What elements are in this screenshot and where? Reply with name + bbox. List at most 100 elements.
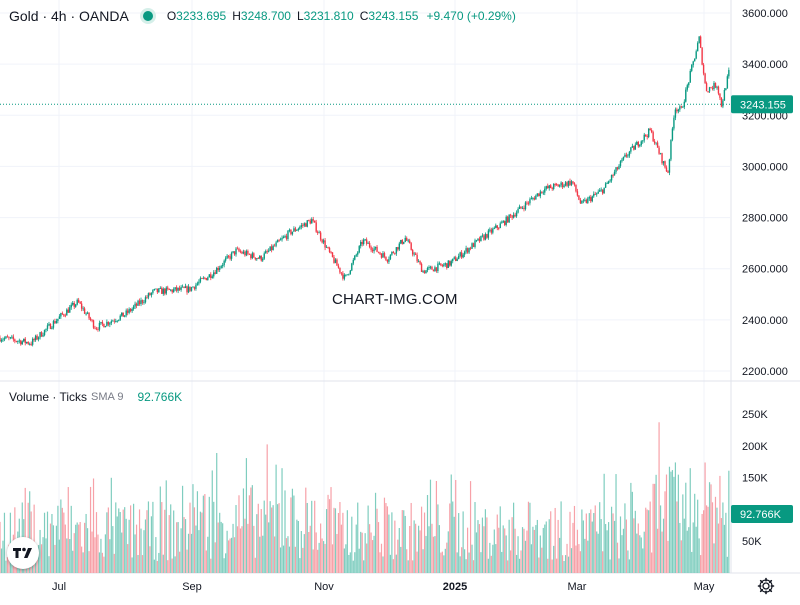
candle-body [125, 310, 127, 316]
volume-tick-label: 150K [742, 473, 768, 485]
volume-bar [484, 509, 486, 573]
volume-bar [432, 536, 435, 573]
volume-bar [358, 548, 360, 573]
volume-sma-badge [731, 505, 793, 524]
candle-body [73, 302, 75, 307]
volume-bar [135, 524, 138, 573]
volume-bar [236, 526, 239, 573]
candle-body [132, 306, 135, 309]
volume-bar [369, 524, 371, 573]
candle-body [652, 132, 654, 142]
volume-bar [517, 536, 519, 573]
volume-bar [288, 546, 291, 573]
candle-body [429, 266, 432, 268]
candle-body [273, 245, 276, 247]
symbol-title[interactable]: Gold · 4h · OANDA [9, 8, 129, 24]
candle-body [9, 337, 12, 339]
candle-body [178, 287, 181, 290]
volume-bar [67, 487, 69, 573]
candle-body [616, 167, 619, 170]
candle-body [487, 230, 490, 238]
candle-body [257, 258, 259, 260]
candle-body [573, 183, 576, 185]
candle-body [517, 209, 519, 213]
volume-bar [474, 502, 476, 573]
candle-body [98, 322, 101, 330]
volume-bar [239, 528, 242, 573]
volume-bar [643, 531, 645, 573]
candle-body [601, 189, 604, 194]
candle-body [389, 254, 392, 260]
candle-body [490, 229, 493, 233]
volume-bar [490, 555, 492, 573]
candle-body [147, 293, 150, 298]
candle-body [318, 232, 320, 234]
candle-body [352, 259, 354, 264]
volume-bar [599, 502, 601, 573]
volume-bar [153, 559, 155, 573]
volume-bar [294, 546, 296, 573]
volume-bar [61, 507, 63, 573]
volume-bar [98, 552, 101, 573]
candle-body [45, 328, 47, 330]
volume-bar [539, 535, 541, 573]
volume-bar [477, 520, 479, 573]
candle-body [713, 82, 715, 90]
candle-body [149, 293, 151, 296]
candle-body [26, 342, 28, 344]
volume-bar [271, 507, 273, 573]
volume-title[interactable]: Volume · Ticks [9, 390, 88, 404]
volume-bar [520, 550, 522, 573]
candle-body [330, 251, 332, 253]
candle-body [165, 287, 167, 294]
candle-body [676, 109, 678, 112]
candle-body [27, 342, 29, 344]
volume-bar [612, 513, 614, 573]
volume-bar [719, 475, 721, 573]
volume-bar [180, 528, 182, 573]
volume-bar [462, 511, 464, 573]
candle-body [40, 332, 43, 337]
candle-body [521, 207, 524, 209]
candle-body [168, 288, 170, 290]
volume-bar [225, 553, 227, 573]
candle-body [281, 237, 283, 240]
candle-body [480, 235, 482, 242]
candle-body [572, 181, 574, 184]
volume-bar [242, 488, 245, 573]
low-value: 3231.810 [303, 9, 354, 23]
volume-bar [714, 496, 717, 573]
candle-body [388, 259, 390, 262]
gear-icon[interactable] [756, 576, 776, 596]
candle-body [438, 263, 441, 265]
candle-body [506, 216, 509, 223]
volume-bar [322, 541, 325, 573]
volume-bar [575, 545, 577, 573]
tradingview-logo-icon[interactable] [7, 537, 39, 569]
volume-bar [377, 522, 380, 573]
candle-body [162, 288, 164, 294]
volume-bar [125, 518, 127, 573]
volume-bar [259, 536, 261, 573]
candle-body [496, 225, 498, 228]
candle-body [561, 182, 564, 187]
volume-bar [713, 543, 715, 573]
volume-bar [167, 560, 169, 573]
candle-body [244, 251, 246, 256]
volume-bar [471, 544, 473, 573]
volume-bar [238, 495, 240, 573]
volume-bar [376, 508, 378, 573]
candle-body [260, 255, 262, 261]
volume-bar [274, 536, 276, 573]
volume-bar [373, 535, 375, 573]
volume-bar [585, 513, 587, 573]
volume-bar [664, 491, 666, 573]
volume-bar [363, 560, 365, 573]
candle-body [8, 337, 10, 339]
volume-bar [366, 543, 368, 573]
volume-bar [196, 491, 199, 573]
candle-body [619, 161, 622, 166]
volume-bar [263, 500, 265, 573]
